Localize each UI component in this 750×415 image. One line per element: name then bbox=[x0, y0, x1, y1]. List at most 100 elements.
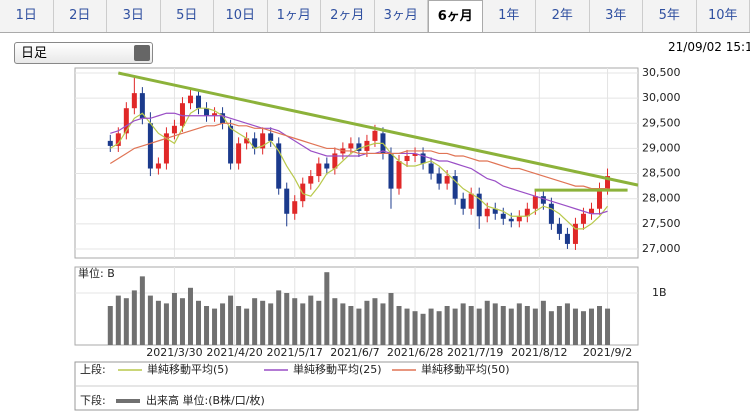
volume-bar bbox=[204, 306, 210, 345]
volume-bar bbox=[187, 287, 193, 345]
tab[interactable]: 2年 bbox=[536, 0, 590, 32]
candle-body bbox=[276, 143, 282, 189]
dropdown-button[interactable] bbox=[134, 45, 150, 61]
candle-body bbox=[324, 163, 330, 169]
volume-bar bbox=[332, 298, 338, 345]
tab[interactable]: 6ヶ月 bbox=[428, 0, 483, 32]
volume-bar bbox=[163, 303, 169, 345]
volume-bar bbox=[316, 300, 322, 345]
tab[interactable]: 1ヶ月 bbox=[268, 0, 321, 32]
tab[interactable]: 1年 bbox=[483, 0, 536, 32]
volume-bar bbox=[492, 303, 498, 345]
tab[interactable]: 3ヶ月 bbox=[375, 0, 428, 32]
x-tick-label: 2021/6/28 bbox=[387, 346, 443, 359]
candle-body bbox=[572, 223, 578, 244]
volume-bar bbox=[460, 303, 466, 345]
candle-body bbox=[268, 133, 274, 141]
volume-bar bbox=[556, 306, 562, 345]
volume-bar bbox=[372, 298, 378, 345]
volume-bar bbox=[171, 293, 177, 345]
tab[interactable]: 10日 bbox=[214, 0, 268, 32]
candle-body bbox=[388, 153, 394, 189]
candle-body bbox=[292, 201, 298, 214]
candle-body bbox=[260, 133, 266, 149]
candle-body bbox=[107, 140, 113, 146]
moving-average bbox=[109, 107, 608, 230]
candle-body bbox=[147, 123, 153, 169]
volume-bar bbox=[340, 303, 346, 345]
x-tick-label: 2021/8/12 bbox=[511, 346, 567, 359]
volume-bar bbox=[276, 290, 282, 345]
volume-bar bbox=[236, 306, 242, 345]
volume-bar bbox=[147, 295, 153, 345]
legend-entry: 単純移動平均(25) bbox=[293, 362, 382, 376]
candle-body bbox=[484, 208, 490, 217]
volume-bar bbox=[516, 303, 522, 345]
tab[interactable]: 2日 bbox=[54, 0, 107, 32]
candle-body bbox=[532, 196, 538, 209]
volume-bar bbox=[597, 306, 603, 345]
tab[interactable]: 3年 bbox=[590, 0, 643, 32]
y-tick-label: 28,500 bbox=[642, 167, 681, 180]
candle-body bbox=[588, 208, 594, 214]
candle-body bbox=[131, 93, 137, 109]
volume-bar bbox=[364, 300, 370, 345]
candle-body bbox=[348, 143, 354, 149]
volume-bar bbox=[348, 306, 354, 345]
candle-body bbox=[220, 113, 226, 124]
tab[interactable]: 2ヶ月 bbox=[321, 0, 375, 32]
x-tick-label: 2021/4/20 bbox=[206, 346, 262, 359]
candle-body bbox=[436, 173, 442, 184]
dropdown[interactable]: 日足 bbox=[14, 42, 153, 64]
legend-title: 上段: bbox=[80, 362, 106, 376]
volume-bar bbox=[139, 276, 145, 345]
volume-bar bbox=[356, 308, 362, 345]
candle-body bbox=[115, 133, 121, 146]
x-tick-label: 2021/3/30 bbox=[146, 346, 202, 359]
volume-bar bbox=[508, 308, 514, 345]
candle-body bbox=[204, 108, 210, 116]
volume-bar bbox=[324, 272, 330, 345]
candle-body bbox=[228, 125, 234, 164]
volume-bar bbox=[115, 295, 121, 345]
candle-body bbox=[556, 223, 562, 234]
tab[interactable]: 3日 bbox=[107, 0, 161, 32]
volume-bar bbox=[436, 311, 442, 345]
timestamp: 21/09/02 15:1 bbox=[668, 40, 750, 54]
candle-body bbox=[308, 176, 314, 184]
volume-bar bbox=[500, 306, 506, 345]
tab[interactable]: 5年 bbox=[643, 0, 697, 32]
tab[interactable]: 1日 bbox=[0, 0, 54, 32]
candle-body bbox=[597, 188, 603, 209]
volume-bar bbox=[196, 300, 202, 345]
x-tick-label: 2021/6/7 bbox=[330, 346, 379, 359]
candle-body bbox=[139, 93, 145, 119]
volume-bar bbox=[476, 308, 482, 345]
legend-entry: 出来高 単位:(B株/口/枚) bbox=[146, 393, 265, 407]
volume-bar bbox=[268, 303, 274, 345]
volume-bar bbox=[396, 306, 402, 345]
tab[interactable]: 5日 bbox=[161, 0, 214, 32]
candle-body bbox=[420, 153, 426, 164]
volume-bar bbox=[131, 290, 137, 345]
volume-bar bbox=[292, 298, 298, 345]
volume-bar bbox=[228, 295, 234, 345]
candle-body bbox=[468, 193, 474, 209]
volume-bar bbox=[412, 311, 418, 345]
volume-bar bbox=[404, 308, 410, 345]
candle-body bbox=[123, 108, 129, 134]
y-tick-label: 30,000 bbox=[642, 91, 681, 104]
candle-body bbox=[171, 125, 177, 134]
candle-body bbox=[500, 213, 506, 219]
volume-bar bbox=[605, 308, 611, 345]
y-tick-label: 28,000 bbox=[642, 192, 681, 205]
x-tick-label: 2021/9/2 bbox=[583, 346, 632, 359]
legend-entry: 単純移動平均(5) bbox=[147, 362, 229, 376]
candle-body bbox=[412, 153, 418, 156]
volume-bar bbox=[580, 311, 586, 345]
volume-bar bbox=[540, 300, 546, 345]
volume-bar bbox=[308, 295, 314, 345]
y-tick-label: 1B bbox=[652, 286, 667, 299]
volume-bar bbox=[260, 300, 266, 345]
